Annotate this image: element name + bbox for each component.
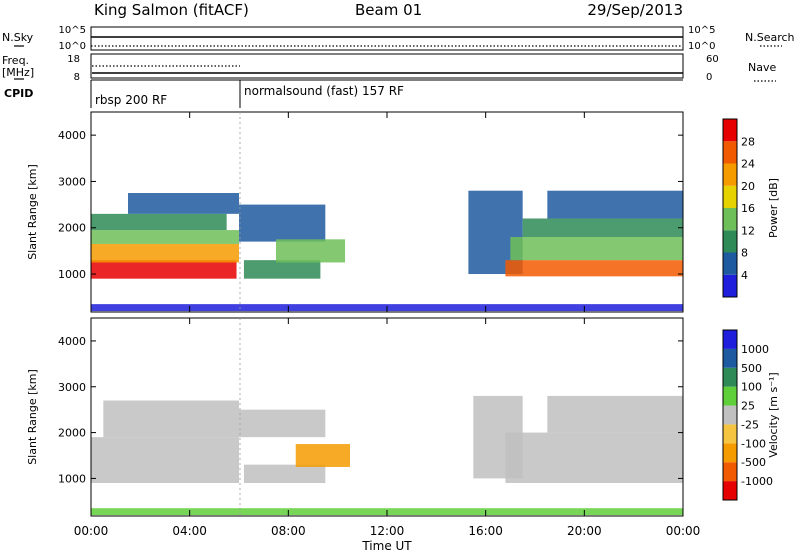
velocity-colorbar-swatch [723, 424, 737, 444]
velocity-colorbar-label: -500 [741, 456, 766, 469]
time-tick-label: 00:00 [666, 524, 701, 538]
beam-title: Beam 01 [355, 1, 422, 19]
power-colorbar-swatch [723, 274, 737, 297]
cpid-panel: CPID rbsp 200 RF normalsound (fast) 157 … [4, 79, 683, 108]
power-colorbar-swatch [723, 141, 737, 164]
velocity-colorbar-swatch [723, 443, 737, 463]
freq-left-label-2: [MHz] [2, 66, 34, 79]
velocity-echo-band [91, 437, 239, 483]
freq-panel: Freq. [MHz] 18 8 60 0 Nave [2, 53, 776, 83]
power-echo-band [128, 193, 239, 214]
velocity-echo-band [295, 444, 350, 467]
power-ylabel: Slant Range [km] [26, 164, 39, 260]
velocity-colorbar-label: -100 [741, 437, 766, 450]
noise-right-label: N.Search [745, 31, 795, 44]
power-colorbar-swatch [723, 230, 737, 253]
power-echo-band [91, 230, 239, 244]
power-colorbar-swatch [723, 252, 737, 275]
velocity-colorbar-label: Velocity [m s⁻¹] [767, 372, 780, 457]
velocity-panel: 1000 2000 3000 4000 Slant Range [km] [26, 317, 684, 517]
velocity-colorbar-label: 25 [741, 400, 755, 413]
cpid-mode-1: rbsp 200 RF [95, 93, 167, 107]
velocity-echo-band [243, 464, 326, 483]
velocity-colorbar-swatch [723, 481, 737, 500]
velocity-colorbar: -1000 -500 -100 -25 25 100 500 1000 Velocity [m… [722, 329, 780, 501]
velocity-ytick-label: 4000 [58, 335, 86, 348]
noise-right-tick-bottom: 10^0 [688, 41, 715, 52]
noise-left-tick-bottom: 10^0 [59, 41, 86, 52]
velocity-colorbar-swatch [723, 348, 737, 368]
power-echo-band [239, 204, 326, 242]
power-colorbar-label: 28 [741, 135, 755, 148]
power-colorbar-label: Power [dB] [767, 178, 780, 238]
power-colorbar-swatch [723, 119, 737, 142]
x-axis-label: Time UT [361, 539, 412, 553]
power-colorbar-label: 16 [741, 202, 755, 215]
power-echo-band [243, 260, 321, 279]
cpid-mode-2: normalsound (fast) 157 RF [244, 84, 404, 98]
velocity-colorbar-label: 500 [741, 362, 762, 375]
velocity-colorbar-swatch [723, 462, 737, 482]
velocity-colorbar-swatch [723, 386, 737, 406]
velocity-colorbar-swatch [723, 330, 737, 349]
velocity-ytick-label: 2000 [58, 427, 86, 440]
power-colorbar-label: 12 [741, 224, 755, 237]
cpid-label: CPID [4, 87, 33, 100]
velocity-ytick-label: 1000 [58, 472, 86, 485]
power-colorbar-label: 8 [741, 247, 748, 260]
velocity-colorbar-label: -1000 [741, 475, 773, 488]
time-tick-label: 16:00 [468, 524, 503, 538]
power-ytick-label: 2000 [58, 222, 86, 235]
power-echo-band [91, 213, 227, 231]
noise-left-label: N.Sky [2, 31, 34, 44]
velocity-colorbar-label: 100 [741, 381, 762, 394]
power-echo-band [522, 218, 683, 237]
freq-right-tick-bottom: 0 [706, 72, 712, 83]
power-colorbar-swatch [723, 163, 737, 186]
freq-left-tick-bottom: 8 [74, 72, 80, 83]
time-tick-label: 12:00 [370, 524, 405, 538]
velocity-echo-band [505, 432, 683, 483]
time-tick-label: 04:00 [172, 524, 207, 538]
power-echo-band [505, 260, 683, 277]
power-echo-band [91, 260, 237, 279]
power-ytick-label: 3000 [58, 175, 86, 188]
noise-left-tick-top: 10^5 [59, 25, 86, 36]
power-echo-band [276, 239, 346, 263]
power-colorbar-label: 20 [741, 180, 755, 193]
velocity-colorbar-swatch [723, 367, 737, 387]
velocity-echo-band [103, 400, 239, 438]
power-colorbar-swatch [723, 185, 737, 208]
power-colorbar-swatch [723, 208, 737, 231]
power-colorbar: 4 8 12 16 20 24 28 Power [dB] [722, 118, 780, 298]
noise-panel: N.Sky 10^5 10^0 10^5 10^0 N.Search [2, 25, 795, 52]
date-title: 29/Sep/2013 [587, 1, 683, 19]
freq-left-tick-top: 18 [67, 54, 80, 65]
velocity-ylabel: Slant Range [km] [26, 369, 39, 465]
power-ytick-label: 1000 [58, 268, 86, 281]
freq-left-label-1: Freq. [2, 54, 29, 67]
velocity-colorbar-label: -25 [741, 418, 759, 431]
power-echo-band [547, 190, 683, 219]
power-colorbar-label: 4 [741, 269, 748, 282]
velocity-ytick-label: 3000 [58, 381, 86, 394]
velocity-colorbar-swatch [723, 405, 737, 425]
power-ytick-label: 4000 [58, 129, 86, 142]
freq-right-tick-top: 60 [706, 54, 719, 65]
power-colorbar-label: 24 [741, 158, 755, 171]
time-tick-label: 20:00 [567, 524, 602, 538]
power-panel: 1000 2000 3000 4000 Slant Range [km] [26, 111, 684, 313]
power-echo-band [510, 237, 683, 261]
time-tick-label: 08:00 [271, 524, 306, 538]
velocity-echo-band [547, 395, 683, 433]
freq-right-label: Nave [748, 61, 776, 74]
noise-right-tick-top: 10^5 [688, 25, 715, 36]
time-tick-label: 00:00 [74, 524, 109, 538]
power-echo-band [91, 243, 239, 263]
velocity-echo-band [239, 409, 326, 438]
station-title: King Salmon (fitACF) [94, 1, 249, 19]
velocity-colorbar-label: 1000 [741, 343, 769, 356]
